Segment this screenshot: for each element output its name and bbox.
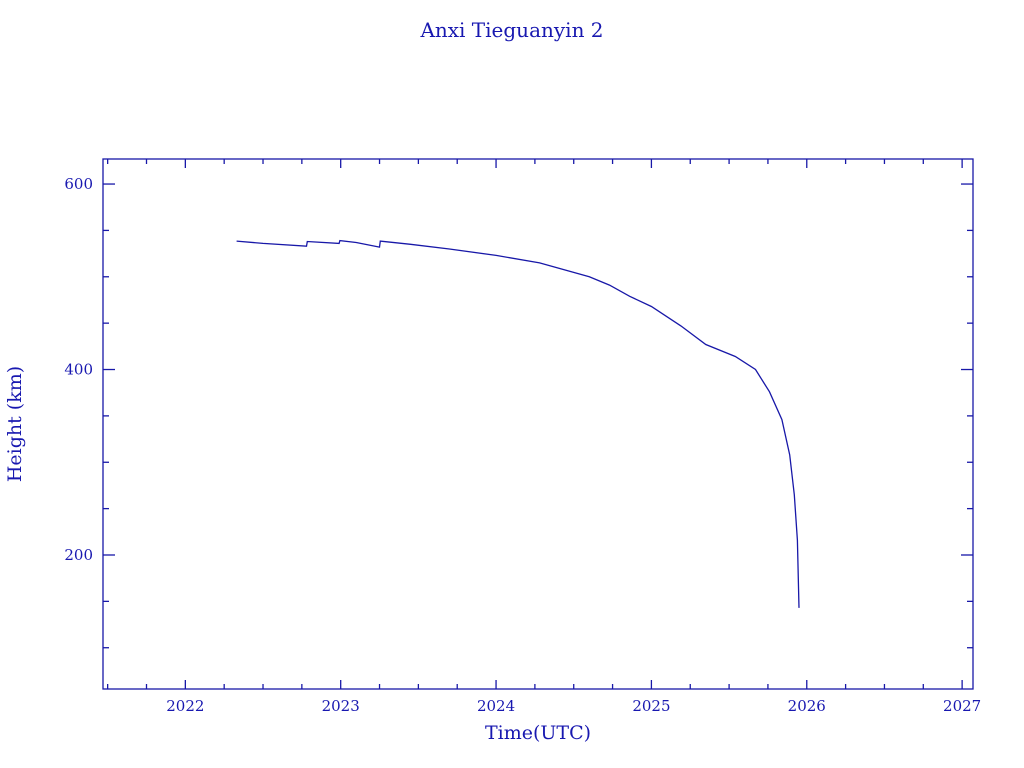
x-tick-label: 2022: [166, 697, 204, 715]
x-tick-label: 2024: [477, 697, 515, 715]
plot-frame: [102, 158, 974, 690]
x-tick-label: 2026: [788, 697, 826, 715]
x-axis-label: Time(UTC): [485, 722, 591, 744]
height-series-line: [236, 239, 800, 608]
x-tick-label: 2023: [322, 697, 360, 715]
y-tick-label: 200: [64, 546, 93, 564]
x-tick-label: 2027: [943, 697, 981, 715]
y-tick-label: 600: [64, 175, 93, 193]
chart-title: Anxi Tieguanyin 2: [419, 18, 603, 42]
y-axis-label: Height (km): [4, 366, 26, 482]
x-tick-label: 2025: [632, 697, 670, 715]
y-tick-label: 400: [64, 361, 93, 379]
